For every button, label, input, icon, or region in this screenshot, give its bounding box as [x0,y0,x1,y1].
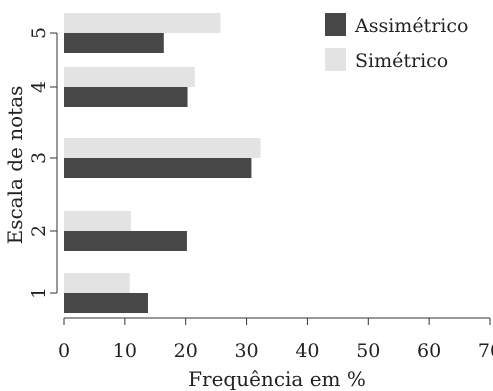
bar-assimetrico-1 [64,293,148,313]
y-tick-label: 1 [28,287,50,299]
y-tick-label: 2 [28,225,50,237]
x-tick-label: 60 [417,340,441,362]
legend-swatch-assimetrico [325,13,346,36]
y-ticks: 1 2 3 4 5 [28,27,57,299]
legend-label-assimetrico: Assimétrico [354,15,468,37]
x-tick-label: 0 [58,340,70,362]
bar-simetrico-5 [64,13,221,33]
bar-simetrico-4 [64,67,195,87]
bar-assimetrico-4 [64,87,188,107]
legend: Assimétrico Simétrico [325,13,468,72]
bar-assimetrico-2 [64,231,187,251]
legend-label-simetrico: Simétrico [355,50,448,72]
x-tick-label: 30 [234,340,258,362]
y-axis-label: Escala de notas [3,86,27,245]
bar-simetrico-1 [64,273,130,293]
y-tick-label: 3 [28,152,50,164]
y-tick-label: 5 [28,27,50,39]
x-tick-label: 50 [356,340,380,362]
x-tick-label: 10 [113,340,137,362]
x-axis-label: Frequência em % [188,367,366,391]
x-ticks: 0 10 20 30 40 50 60 70 [58,318,493,362]
legend-swatch-simetrico [325,48,346,71]
bar-assimetrico-3 [64,158,252,178]
y-tick-label: 4 [28,81,50,93]
bar-simetrico-3 [64,138,261,158]
bar-assimetrico-5 [64,33,164,53]
x-tick-label: 70 [478,340,493,362]
x-tick-label: 20 [174,340,198,362]
x-tick-label: 40 [295,340,319,362]
bars-layer [64,13,261,313]
bar-simetrico-2 [64,211,131,231]
